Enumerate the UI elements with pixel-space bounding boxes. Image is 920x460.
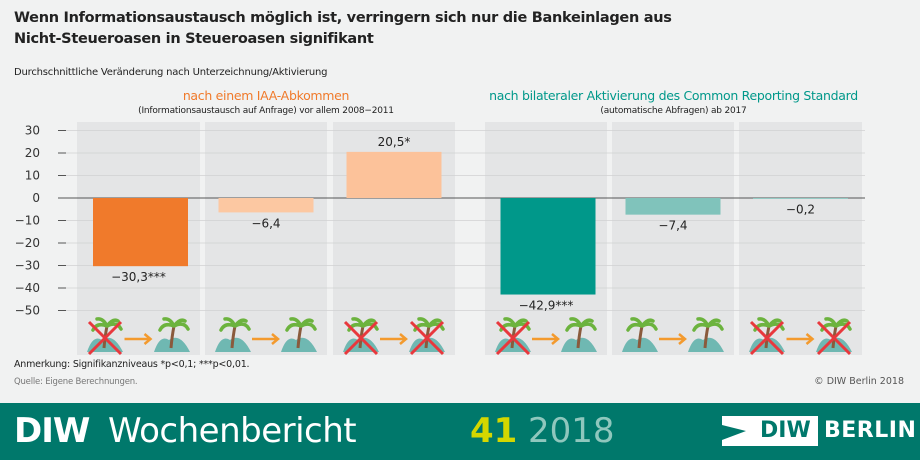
group-note-crs: (automatische Abfragen) ab 2017 — [600, 106, 747, 116]
red-cross — [495, 320, 531, 356]
arrow-icon — [659, 333, 687, 345]
red-cross — [816, 320, 852, 356]
copyright: © DIW Berlin 2018 — [814, 376, 904, 387]
data-label: −6,4 — [251, 216, 280, 230]
tax-haven-crossed-icon — [409, 317, 445, 356]
tax-haven-icon — [281, 317, 317, 352]
footer-publication: Wochenbericht — [108, 411, 357, 451]
logo-berlin: BERLIN — [824, 418, 917, 443]
red-cross — [87, 320, 123, 356]
bar-chart: 30 20 10 0 −10 −20 −30 −40 −50 −30,3*** −6,4 20,5* −… — [15, 122, 865, 356]
y-tick-label: −20 — [15, 236, 40, 250]
tax-haven-icon — [561, 317, 597, 352]
arrow-icon — [380, 333, 408, 345]
y-tick-label: 20 — [25, 146, 40, 160]
data-label: −7,4 — [658, 219, 687, 233]
panel-background — [612, 122, 734, 355]
tax-haven-icon — [622, 317, 658, 352]
bar — [218, 198, 314, 213]
palm-leaves — [692, 317, 724, 332]
arrow-icon — [786, 333, 815, 345]
palm-leaves — [753, 317, 785, 332]
tax-haven-crossed-icon — [343, 317, 379, 356]
y-tick-label: −40 — [15, 281, 40, 295]
bar — [500, 198, 596, 295]
logo-diw: DIW — [760, 418, 811, 443]
footer-year: 2018 — [528, 411, 615, 451]
data-label: 20,5* — [378, 135, 411, 149]
arrow-icon — [252, 333, 280, 345]
bar — [93, 198, 188, 267]
palm-leaves — [626, 317, 658, 332]
arrow-icon — [124, 333, 153, 345]
group-title-crs: nach bilateraler Aktivierung des Common … — [489, 88, 858, 103]
group-title-iaa: nach einem IAA-Abkommen — [182, 88, 350, 103]
y-tick-label: 30 — [25, 124, 40, 138]
chart-subtitle: Durchschnittliche Veränderung nach Unter… — [14, 67, 328, 78]
tax-haven-crossed-icon — [749, 317, 785, 356]
palm-leaves — [565, 317, 597, 332]
red-cross — [343, 320, 379, 356]
palm-leaves — [347, 317, 379, 332]
tax-haven-icon — [688, 317, 724, 352]
group-note-iaa: (Informationsaustausch auf Anfrage) vor … — [138, 106, 394, 116]
tax-haven-crossed-icon — [495, 317, 531, 356]
panel-background — [739, 122, 862, 355]
significance-note: Anmerkung: Signifikanzniveaus *p<0,1; **… — [14, 359, 250, 370]
palm-leaves — [219, 317, 251, 332]
palm-leaves — [158, 317, 190, 332]
y-tick-label: −30 — [15, 259, 40, 273]
diw-berlin-logo: DIW BERLIN — [722, 416, 916, 446]
source-note: Quelle: Eigene Berechnungen. — [14, 377, 138, 387]
footer-banner: DIW Wochenbericht 41 2018 DIW BERLIN — [0, 403, 920, 460]
tax-haven-crossed-icon — [87, 317, 123, 356]
tax-haven-icon — [215, 317, 251, 352]
y-tick-label: 10 — [25, 169, 40, 183]
data-label: −30,3*** — [111, 270, 166, 284]
tax-haven-icon — [154, 317, 190, 352]
arrow-icon — [532, 333, 560, 345]
tax-haven-crossed-icon — [816, 317, 852, 356]
chart-title: Wenn Informationsaustausch möglich ist, … — [14, 10, 672, 47]
footer-diw: DIW — [14, 411, 90, 451]
bar — [346, 151, 442, 198]
red-cross — [749, 320, 785, 356]
y-tick-label: −10 — [15, 214, 40, 228]
y-tick-label: −50 — [15, 304, 40, 318]
y-tick-label: 0 — [32, 191, 40, 205]
footer-issue: 41 — [470, 411, 518, 451]
palm-leaves — [413, 317, 445, 332]
red-cross — [409, 320, 445, 356]
bar — [625, 198, 721, 215]
data-label: −42,9*** — [519, 299, 574, 313]
palm-leaves — [91, 317, 123, 332]
palm-leaves — [285, 317, 317, 332]
panel-background — [205, 122, 327, 355]
data-label: −0,2 — [786, 202, 815, 216]
palm-leaves — [820, 317, 852, 332]
bar — [753, 198, 848, 199]
palm-leaves — [499, 317, 531, 332]
